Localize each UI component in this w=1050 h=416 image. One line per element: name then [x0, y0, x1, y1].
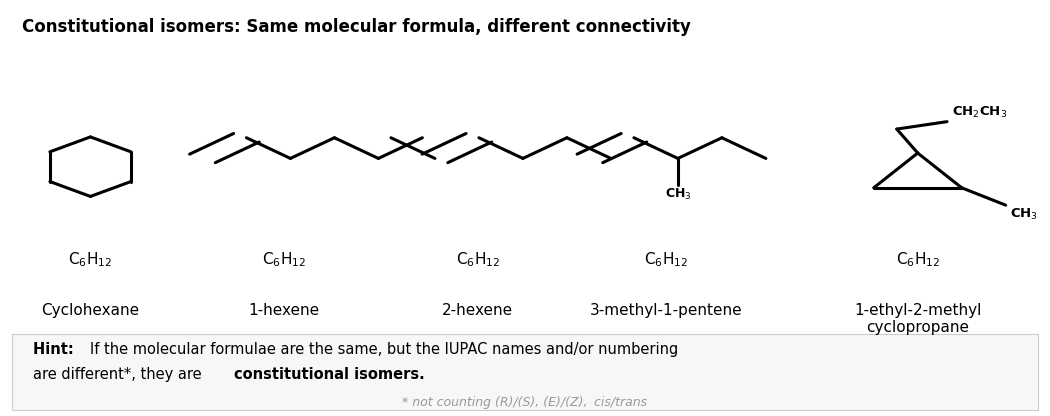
Text: constitutional isomers.: constitutional isomers.: [234, 367, 424, 382]
Text: C$_6$H$_{12}$: C$_6$H$_{12}$: [456, 250, 500, 269]
Text: Cyclohexane: Cyclohexane: [41, 303, 140, 318]
Text: If the molecular formulae are the same, but the IUPAC names and/or numbering: If the molecular formulae are the same, …: [90, 342, 678, 357]
Text: CH$_2$CH$_3$: CH$_2$CH$_3$: [952, 104, 1008, 119]
Text: 2-hexene: 2-hexene: [442, 303, 513, 318]
Text: C$_6$H$_{12}$: C$_6$H$_{12}$: [645, 250, 689, 269]
Text: CH$_3$: CH$_3$: [1010, 207, 1037, 222]
Text: C$_6$H$_{12}$: C$_6$H$_{12}$: [68, 250, 112, 269]
Text: * not counting (R)/(S), (E)/(Z),  cis/trans: * not counting (R)/(S), (E)/(Z), cis/tra…: [402, 396, 648, 409]
Text: 1-ethyl-2-methyl
cyclopropane: 1-ethyl-2-methyl cyclopropane: [854, 303, 982, 335]
Text: Hint:: Hint:: [33, 342, 79, 357]
Bar: [12, 334, 1038, 411]
Text: 1-hexene: 1-hexene: [249, 303, 319, 318]
Text: 3-methyl-1-pentene: 3-methyl-1-pentene: [590, 303, 742, 318]
Text: Constitutional isomers: Same molecular formula, different connectivity: Constitutional isomers: Same molecular f…: [22, 18, 691, 36]
Text: C$_6$H$_{12}$: C$_6$H$_{12}$: [262, 250, 307, 269]
Text: CH$_3$: CH$_3$: [665, 186, 691, 202]
Text: C$_6$H$_{12}$: C$_6$H$_{12}$: [896, 250, 940, 269]
Text: are different*, they are: are different*, they are: [33, 367, 206, 382]
